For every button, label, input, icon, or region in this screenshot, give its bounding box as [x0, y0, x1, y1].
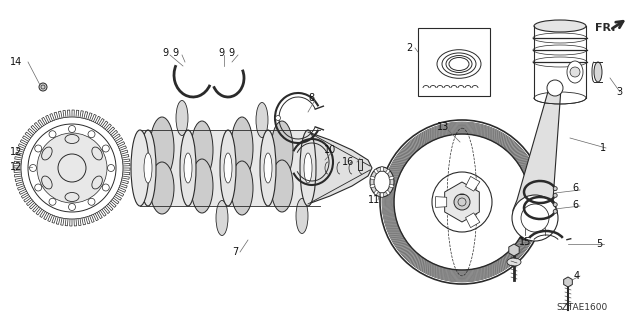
Ellipse shape: [256, 102, 268, 138]
Ellipse shape: [389, 184, 394, 188]
Ellipse shape: [567, 61, 583, 83]
Text: 14: 14: [10, 57, 22, 67]
Ellipse shape: [370, 184, 375, 188]
Ellipse shape: [144, 153, 152, 183]
Text: 4: 4: [574, 271, 580, 281]
Ellipse shape: [191, 121, 213, 179]
Polygon shape: [509, 244, 519, 256]
Circle shape: [39, 83, 47, 91]
Ellipse shape: [374, 190, 378, 195]
Ellipse shape: [191, 159, 213, 213]
Text: 9: 9: [218, 48, 224, 58]
Ellipse shape: [264, 153, 272, 183]
Polygon shape: [564, 277, 572, 287]
Ellipse shape: [381, 166, 383, 172]
Ellipse shape: [131, 130, 149, 206]
Ellipse shape: [180, 130, 196, 206]
Ellipse shape: [389, 176, 394, 180]
Text: 16: 16: [342, 157, 355, 167]
Text: 2: 2: [406, 43, 412, 53]
Ellipse shape: [300, 130, 316, 206]
Polygon shape: [140, 130, 320, 206]
Ellipse shape: [370, 176, 375, 180]
Ellipse shape: [374, 171, 390, 193]
Ellipse shape: [386, 169, 390, 174]
Circle shape: [275, 116, 280, 121]
Ellipse shape: [150, 117, 174, 179]
Ellipse shape: [150, 162, 174, 214]
Text: 12: 12: [10, 162, 22, 172]
Text: 10: 10: [324, 145, 336, 155]
Ellipse shape: [386, 190, 390, 195]
Circle shape: [512, 195, 558, 241]
Text: 7: 7: [232, 247, 238, 257]
Polygon shape: [358, 159, 362, 170]
Ellipse shape: [271, 121, 293, 179]
Circle shape: [380, 120, 544, 284]
Ellipse shape: [296, 198, 308, 234]
Text: 11: 11: [368, 195, 380, 205]
Text: 13: 13: [437, 122, 449, 132]
Circle shape: [570, 67, 580, 77]
Text: FR.: FR.: [595, 23, 616, 33]
Ellipse shape: [381, 193, 383, 197]
Circle shape: [454, 194, 470, 210]
Ellipse shape: [231, 117, 253, 179]
Text: 6: 6: [572, 200, 578, 210]
Ellipse shape: [260, 130, 276, 206]
Text: 15: 15: [519, 237, 531, 247]
Ellipse shape: [594, 62, 602, 82]
Circle shape: [553, 209, 557, 213]
Circle shape: [553, 187, 557, 191]
Ellipse shape: [370, 167, 394, 197]
Ellipse shape: [220, 130, 236, 206]
Circle shape: [553, 193, 557, 197]
Ellipse shape: [216, 201, 228, 236]
Text: 12: 12: [10, 147, 22, 157]
Polygon shape: [308, 132, 372, 204]
Ellipse shape: [140, 130, 156, 206]
Polygon shape: [465, 176, 480, 191]
Ellipse shape: [231, 161, 253, 215]
Text: 9: 9: [172, 48, 178, 58]
FancyBboxPatch shape: [418, 28, 490, 96]
Ellipse shape: [271, 160, 293, 212]
Ellipse shape: [374, 169, 378, 174]
Text: 3: 3: [616, 87, 622, 97]
Circle shape: [547, 80, 563, 96]
Text: 5: 5: [596, 239, 602, 249]
Text: 1: 1: [600, 143, 606, 153]
Text: 8: 8: [308, 93, 314, 103]
Text: 6: 6: [572, 183, 578, 193]
Text: 9: 9: [162, 48, 168, 58]
Polygon shape: [436, 196, 447, 207]
Ellipse shape: [534, 20, 586, 32]
Polygon shape: [445, 182, 479, 222]
Polygon shape: [465, 213, 480, 228]
Ellipse shape: [176, 100, 188, 135]
Circle shape: [553, 203, 557, 207]
Ellipse shape: [224, 153, 232, 183]
Ellipse shape: [507, 258, 521, 266]
Text: SZTAE1600: SZTAE1600: [556, 303, 607, 312]
Ellipse shape: [184, 153, 192, 183]
Circle shape: [37, 133, 107, 203]
Polygon shape: [513, 88, 561, 222]
Ellipse shape: [304, 153, 312, 183]
Text: 9: 9: [228, 48, 234, 58]
